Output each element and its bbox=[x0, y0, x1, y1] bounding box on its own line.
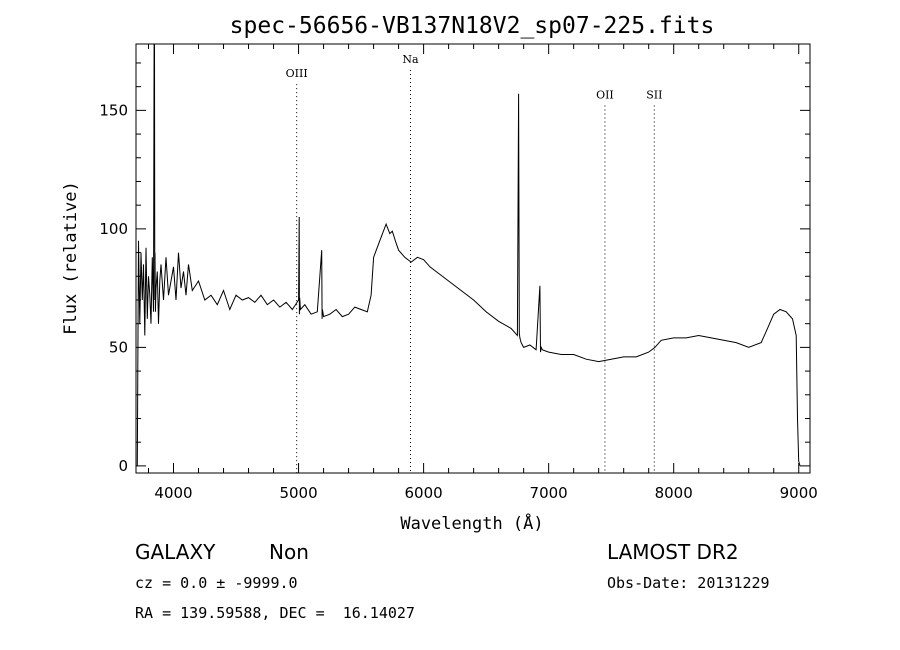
x-axis-label: Wavelength (Å) bbox=[400, 512, 543, 534]
spectrum-line bbox=[136, 43, 801, 467]
x-tick-label: 9000 bbox=[780, 484, 818, 502]
x-tick-label: 8000 bbox=[655, 484, 693, 502]
line-marker-label: OII bbox=[596, 89, 614, 102]
y-tick-label: 150 bbox=[99, 101, 128, 119]
plot-area: 4000 5000 6000 7000 8000 9000 0 50 100 150 OIII Na O… bbox=[99, 43, 818, 502]
line-marker-label: Na bbox=[402, 53, 419, 66]
x-tick-label: 5000 bbox=[279, 484, 317, 502]
y-tick-label: 100 bbox=[99, 220, 128, 238]
object-class: GALAXY bbox=[135, 540, 216, 564]
object-subclass: Non bbox=[269, 540, 309, 564]
chart-title: spec-56656-VB137N18V2_sp07-225.fits bbox=[230, 13, 715, 39]
obs-date-text: Obs-Date: 20131229 bbox=[607, 574, 770, 592]
line-marker-label: SII bbox=[646, 89, 662, 102]
y-axis-label: Flux (relative) bbox=[61, 181, 81, 335]
x-tick-label: 4000 bbox=[154, 484, 192, 502]
plot-frame bbox=[135, 43, 811, 474]
redshift-text: cz = 0.0 ± -9999.0 bbox=[135, 574, 298, 592]
x-tick-label: 7000 bbox=[530, 484, 568, 502]
y-tick-label: 0 bbox=[118, 457, 128, 475]
y-tick-label: 50 bbox=[109, 338, 128, 356]
coords-text: RA = 139.59588, DEC = 16.14027 bbox=[135, 604, 415, 622]
survey-label: LAMOST DR2 bbox=[607, 540, 739, 564]
x-tick-label: 6000 bbox=[405, 484, 443, 502]
line-marker-label: OIII bbox=[286, 67, 308, 80]
